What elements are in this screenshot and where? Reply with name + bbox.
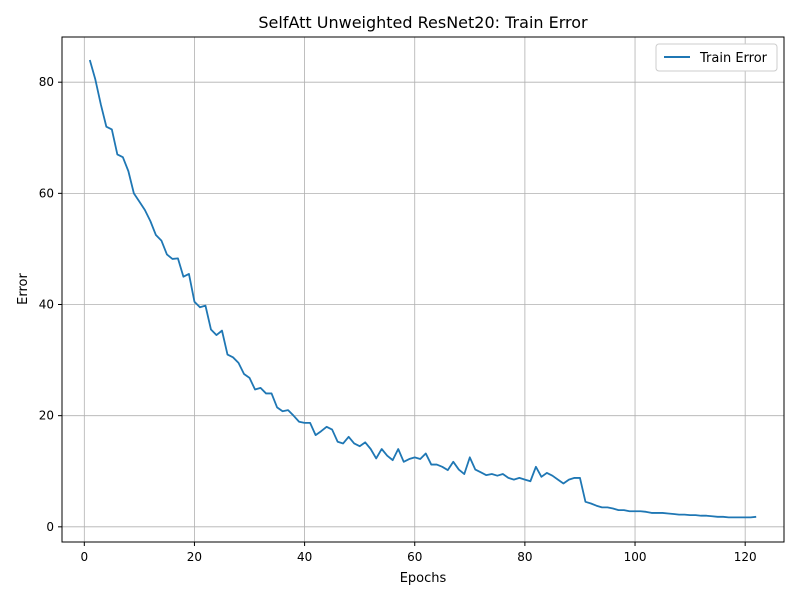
series-layer bbox=[88, 59, 757, 519]
x-tick-label: 100 bbox=[624, 550, 647, 564]
x-tick-label: 0 bbox=[80, 550, 88, 564]
axis-ticks: 0 20 40 60 80 100 120 0 20 40 60 80 bbox=[39, 75, 757, 564]
legend-box bbox=[655, 43, 778, 72]
y-axis-label: Error bbox=[16, 273, 31, 305]
y-tick-label: 0 bbox=[46, 520, 54, 534]
y-tick-label: 60 bbox=[39, 186, 54, 200]
y-tick-label: 20 bbox=[39, 409, 54, 423]
x-tick-label: 60 bbox=[407, 550, 422, 564]
series-line-train-error bbox=[88, 59, 757, 519]
x-tick-label: 20 bbox=[187, 550, 202, 564]
grid-lines bbox=[62, 37, 784, 542]
legend: Train Error bbox=[655, 43, 778, 72]
legend-label-train-error: Train Error bbox=[699, 51, 768, 66]
x-tick-label: 120 bbox=[734, 550, 757, 564]
y-tick-label: 40 bbox=[39, 298, 54, 312]
x-axis-label: Epochs bbox=[400, 571, 447, 586]
chart-title: SelfAtt Unweighted ResNet20: Train Error bbox=[258, 13, 588, 32]
x-tick-label: 80 bbox=[517, 550, 532, 564]
x-tick-label: 40 bbox=[297, 550, 312, 564]
y-tick-label: 80 bbox=[39, 75, 54, 89]
plot-frame bbox=[61, 36, 785, 543]
